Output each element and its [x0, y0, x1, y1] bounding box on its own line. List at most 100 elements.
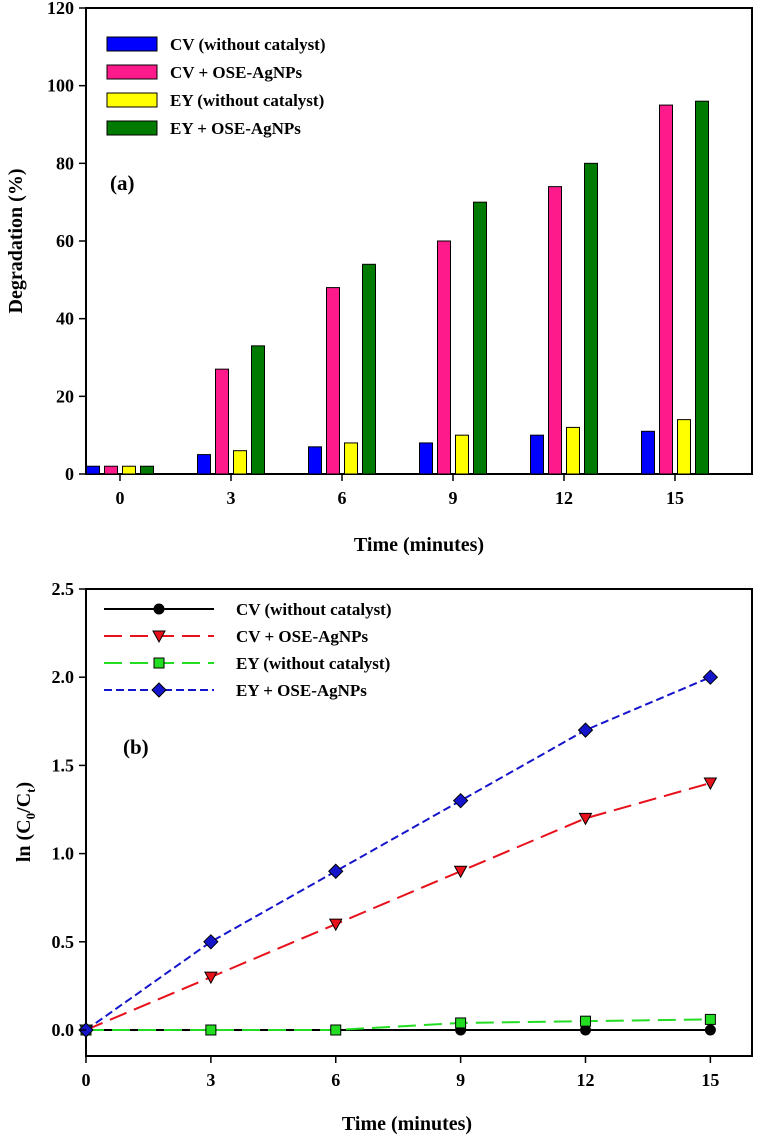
- y-label-sub-zero: 0: [23, 813, 38, 820]
- y-label-part-mid: /C: [13, 793, 35, 814]
- legend-label-b-2: EY (without catalyst): [236, 654, 390, 673]
- marker-b-1-3: [453, 865, 468, 879]
- marker-b-2-5: [704, 1013, 716, 1025]
- bar-0-0: [86, 465, 100, 475]
- y-tick-label-b-5: 2.5: [52, 579, 75, 599]
- x-tick-label-a-4: 12: [555, 488, 573, 508]
- legend-label-a-1: CV + OSE-AgNPs: [170, 63, 303, 82]
- x-tick-label-b-3: 9: [456, 1070, 465, 1090]
- x-tick-label-b-0: 0: [82, 1070, 91, 1090]
- panel-b-plot-frame: [85, 588, 753, 1057]
- y-label-part-main: ln (C: [13, 819, 35, 862]
- marker-b-1-2: [328, 918, 343, 932]
- panel-b-markers: [78, 669, 719, 1038]
- legend-label-a-3: EY + OSE-AgNPs: [170, 119, 301, 138]
- marker-b-1-1: [204, 971, 218, 985]
- bar-0-4: [530, 434, 544, 475]
- bar-1-2: [326, 287, 340, 475]
- legend-swatch-a-2: [106, 92, 158, 108]
- y-tick-label-b-0: 0.0: [52, 1020, 75, 1040]
- legend-label-b-3: EY + OSE-AgNPs: [236, 681, 367, 700]
- y-tick-label-b-1: 0.5: [52, 932, 75, 952]
- x-tick-label-a-2: 6: [338, 488, 347, 508]
- panel-b-line-chart: 0 3 6 9 12 15 0.0 0.5 1.0 1.5 2.0 2.5 CV (without c…: [13, 579, 753, 1135]
- bar-1-5: [659, 104, 673, 475]
- marker-b-3-2: [328, 863, 344, 879]
- legend-swatch-a-0: [106, 36, 158, 52]
- x-tick-label-a-5: 15: [666, 488, 684, 508]
- bar-3-5: [695, 100, 709, 475]
- bar-2-3: [455, 434, 469, 475]
- bar-2-4: [566, 426, 580, 475]
- marker-b-0-5: [704, 1024, 716, 1036]
- x-tick-label-a-3: 9: [449, 488, 458, 508]
- legend-marker-b-2: [153, 657, 165, 669]
- bar-3-0: [140, 465, 154, 475]
- y-tick-label-a-3: 60: [56, 231, 74, 251]
- legend-label-a-0: CV (without catalyst): [170, 35, 326, 54]
- bar-3-4: [584, 162, 598, 475]
- bar-3-2: [362, 263, 376, 475]
- bar-0-1: [197, 454, 211, 475]
- y-label-part-end: ): [13, 782, 35, 789]
- panel-a-bars: [86, 100, 709, 475]
- panel-b-series-lines: [85, 676, 711, 1031]
- bar-1-0: [104, 465, 118, 475]
- series-line-b-1: [85, 782, 711, 1031]
- legend-label-a-2: EY (without catalyst): [170, 91, 324, 110]
- legend-label-b-0: CV (without catalyst): [236, 600, 392, 619]
- y-tick-label-a-4: 80: [56, 153, 74, 173]
- bar-3-1: [251, 345, 265, 475]
- x-tick-label-b-4: 12: [577, 1070, 595, 1090]
- y-tick-label-a-5: 100: [47, 76, 74, 96]
- panel-a-legend: CV (without catalyst) CV + OSE-AgNPs EY (w…: [106, 35, 326, 138]
- y-tick-label-a-0: 0: [65, 464, 74, 484]
- series-line-b-2: [86, 1018, 711, 1031]
- y-tick-label-a-1: 20: [56, 386, 74, 406]
- panel-a-bar-chart: 0 3 6 9 12 15 0 20 40 60 80 100 120 CV (without cata…: [5, 0, 753, 556]
- marker-b-2-2: [330, 1024, 342, 1036]
- x-tick-label-a-1: 3: [227, 488, 236, 508]
- x-tick-label-b-2: 6: [331, 1070, 340, 1090]
- x-tick-label-a-0: 0: [116, 488, 125, 508]
- panel-a-x-axis-label: Time (minutes): [354, 534, 484, 556]
- bar-2-1: [233, 450, 247, 475]
- panel-b-label: (b): [123, 735, 149, 759]
- x-tick-label-b-5: 15: [701, 1070, 719, 1090]
- legend-marker-b-1: [152, 630, 166, 644]
- marker-b-2-3: [455, 1017, 467, 1029]
- legend-marker-b-0: [153, 603, 165, 615]
- legend-swatch-a-1: [106, 64, 158, 80]
- marker-b-3-1: [203, 934, 219, 950]
- marker-b-2-4: [580, 1015, 591, 1027]
- y-tick-label-b-2: 1.0: [52, 844, 75, 864]
- bar-2-2: [344, 442, 358, 475]
- panel-b-legend: CV (without catalyst) CV + OSE-AgNPs EY (w…: [104, 600, 392, 700]
- bar-2-5: [677, 419, 691, 475]
- y-tick-label-b-3: 1.5: [52, 755, 75, 775]
- marker-b-3-4: [577, 722, 594, 738]
- y-label-sub-t: t: [23, 788, 38, 793]
- panel-b-y-axis-label: ln (C0/Ct): [13, 782, 38, 862]
- legend-swatch-a-3: [106, 120, 158, 136]
- panel-a-ticks: 0 3 6 9 12 15 0 20 40 60 80 100 120: [47, 0, 684, 508]
- y-tick-label-a-6: 120: [47, 0, 74, 18]
- legend-label-b-1: CV + OSE-AgNPs: [236, 627, 369, 646]
- bar-3-3: [473, 201, 487, 475]
- x-tick-label-b-1: 3: [206, 1070, 215, 1090]
- bar-1-1: [215, 368, 229, 475]
- series-line-b-3: [85, 676, 711, 1031]
- legend-marker-b-3: [151, 682, 167, 698]
- bar-2-0: [122, 465, 136, 475]
- marker-b-3-3: [452, 792, 469, 809]
- panel-b-x-axis-label: Time (minutes): [342, 1113, 472, 1135]
- bar-0-5: [641, 430, 655, 475]
- bar-0-2: [308, 446, 322, 475]
- panel-a-label: (a): [110, 171, 135, 195]
- marker-b-1-5: [703, 777, 718, 791]
- panel-b-ticks: 0 3 6 9 12 15 0.0 0.5 1.0 1.5 2.0 2.5: [52, 579, 720, 1090]
- marker-b-3-5: [702, 669, 719, 685]
- bar-1-4: [548, 186, 562, 475]
- marker-b-1-4: [578, 812, 593, 826]
